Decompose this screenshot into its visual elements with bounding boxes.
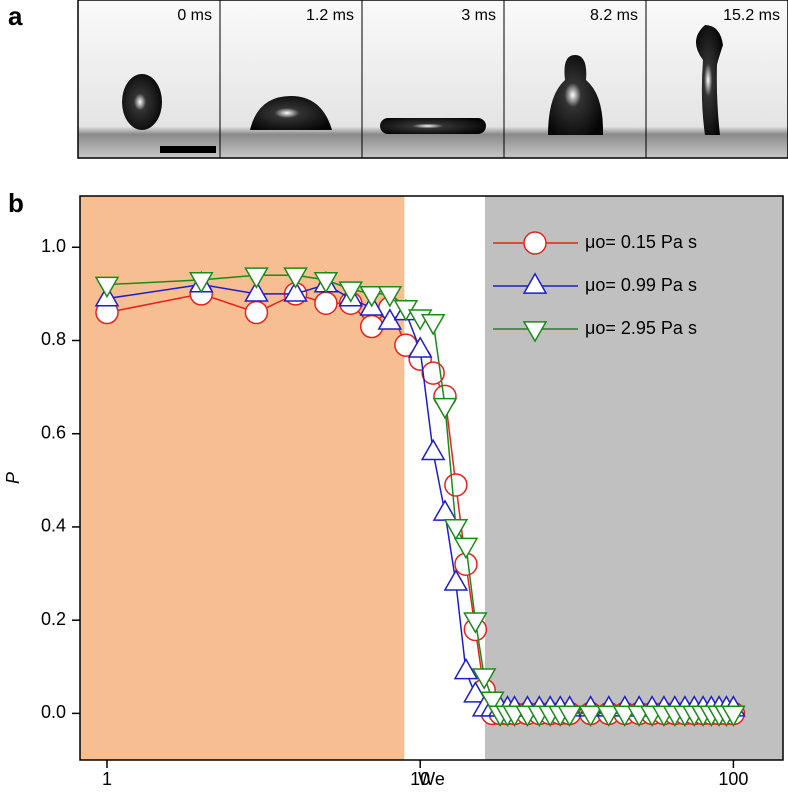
marker [444,473,468,497]
frame-time: 1.2 ms [306,7,354,24]
scale-bar [160,146,216,153]
marker [188,272,214,294]
y-tick-label: 0.6 [41,422,66,442]
marker [453,537,479,560]
y-tick-label: 0.0 [41,702,66,722]
marker [283,267,308,289]
frame-time: 0 ms [177,7,212,24]
legend-marker [523,231,547,255]
x-axis-label: We [418,769,445,789]
legend-label: μo= 2.95 Pa s [585,318,697,338]
marker [244,280,269,302]
marker [596,705,622,727]
shaded-region [80,196,405,760]
y-tick-label: 0.8 [41,329,66,349]
y-tick-label: 1.0 [41,236,66,256]
panel-label: a [8,1,23,31]
x-tick-label: 10 [410,769,430,789]
legend-marker [522,272,548,294]
marker [377,285,403,308]
droplet [250,96,332,130]
marker [557,705,582,727]
marker [432,499,458,521]
panel-label: b [8,188,24,218]
photo-strip [77,0,788,159]
x-tick-label: 1 [102,769,112,789]
marker [94,276,120,299]
y-tick-label: 0.2 [41,609,66,629]
marker [443,569,469,591]
marker [453,657,479,680]
photo-frame [77,0,788,159]
legend-label: μo= 0.99 Pa s [585,275,697,295]
legend-marker [522,321,548,343]
plot-frame [79,195,784,761]
marker [443,519,469,541]
droplet [548,55,604,135]
marker [480,691,505,714]
marker [283,280,308,302]
frame-time: 3 ms [461,7,496,24]
marker [463,612,488,634]
marker [313,272,339,294]
marker [359,285,384,308]
y-axis-label: P [3,472,23,484]
marker [721,705,746,727]
marker [471,668,497,690]
legend-label: μo= 0.15 Pa s [585,232,697,252]
marker [420,313,446,336]
marker [578,705,603,727]
marker [421,361,445,385]
marker [407,336,433,358]
droplet [122,74,162,130]
marker [244,300,269,325]
y-tick-label: 0.4 [41,516,66,536]
marker [432,397,458,420]
marker [244,267,269,289]
frame-time: 8.2 ms [590,7,638,24]
marker [420,438,446,461]
droplet [380,118,486,134]
frame-time: 15.2 ms [723,7,780,24]
marker [314,291,338,315]
droplet [695,25,723,135]
x-tick-label: 100 [718,769,748,789]
marker [338,281,364,303]
marker [359,314,384,339]
